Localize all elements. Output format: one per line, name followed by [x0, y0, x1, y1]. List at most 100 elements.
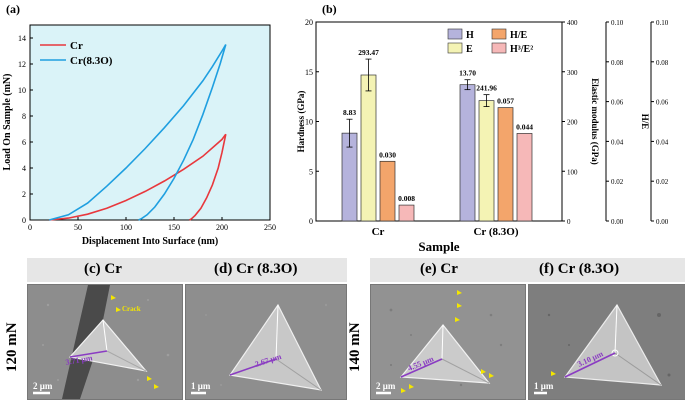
unloading-curve-cr [189, 134, 227, 221]
data-label: 0.008 [398, 194, 415, 203]
load-label-140: 140 mN [347, 322, 363, 372]
tick-label-he: 0.08 [611, 59, 624, 67]
tick-label-he: 0.04 [611, 138, 624, 146]
tick-label-h3e2: 0.00 [656, 218, 669, 226]
scale-label-e: 2 μm [376, 381, 396, 391]
sem-image-d: 2.67 μm 1 μm [185, 284, 347, 400]
data-label: 0.030 [379, 150, 396, 159]
x-axis-label: Sample [418, 239, 459, 254]
y-tick-label: 2 [22, 190, 26, 199]
y-axis-label: Load On Sample (mN) [2, 74, 13, 171]
load-label-120: 120 mN [4, 322, 20, 372]
load-displacement-chart: 0 50 100 150 200 250 0 2 4 6 8 10 12 14 Cr Cr(8.3O) D… [2, 24, 276, 247]
loading-curve-cr [49, 133, 227, 221]
tick-label-h3e2: 0.04 [656, 138, 669, 146]
x-tick-label: 250 [264, 223, 276, 232]
measure-line-e [400, 358, 443, 378]
sem-image-c: Crack 3.71 μm 2 μm [27, 284, 183, 400]
sem-image-f: 3.10 μm 1 μm [528, 284, 685, 400]
bar-H³/E² [398, 204, 415, 222]
tick-label-hardness: 20 [305, 18, 313, 27]
tick-label-he: 0.06 [611, 99, 624, 107]
data-label: 0.057 [497, 97, 514, 106]
tick-label-h3e2: 0.06 [656, 99, 669, 107]
tick-label-hardness: 5 [309, 167, 313, 176]
legend-swatch-e [447, 42, 463, 54]
y-tick-label: 14 [18, 34, 26, 43]
data-label: 0.044 [516, 122, 533, 131]
bar-H/E [497, 107, 514, 222]
data-label: 13.70 [459, 69, 476, 78]
unloading-curve-cr83o [138, 44, 227, 221]
category-label: Cr (8.3O) [473, 226, 518, 238]
crack-label: Crack [122, 305, 141, 313]
measure-line-c [69, 350, 108, 358]
legend-swatch-h [447, 28, 463, 40]
legend-swatch-h3e2 [491, 42, 507, 54]
tick-label-modulus: 400 [567, 19, 578, 27]
legend-label-cr: Cr [70, 40, 83, 52]
loading-curve-cr83o [48, 44, 227, 221]
tick-label-h3e2: 0.02 [656, 178, 669, 186]
measure-line-f [564, 352, 616, 378]
sem-image-e: 4.55 μm 2 μm [370, 284, 526, 400]
y-tick-label: 10 [18, 86, 26, 95]
tick-label-hardness: 0 [309, 217, 313, 226]
axis-label-modulus: Elastic modulus (GPa) [590, 78, 600, 165]
sem-title-e: (e) Cr [420, 261, 458, 277]
legend-label-cr83o: Cr(8.3O) [70, 55, 113, 67]
panel-a-label: (a) [6, 2, 20, 16]
scale-label-d: 1 μm [191, 381, 211, 391]
plot-area [29, 24, 271, 221]
scale-label-c: 2 μm [33, 381, 53, 391]
mechanical-properties-chart: 0 5 10 15 20 Hardness (GPa) 0 100 200 300 400 Elast… [296, 18, 669, 254]
data-label: 293.47 [358, 48, 379, 57]
legend-label-h3e2: H³/E² [510, 44, 533, 55]
y-tick-label: 12 [18, 60, 26, 69]
bar-E [478, 100, 495, 222]
category-label: Cr [372, 226, 385, 238]
x-tick-label: 200 [216, 223, 228, 232]
x-axis-label: Displacement Into Surface (nm) [82, 236, 218, 247]
sem-title-d: (d) Cr (8.3O) [214, 261, 298, 277]
sem-header-120 [27, 258, 347, 282]
legend-label-e: E [466, 44, 473, 55]
y-tick-label: 4 [22, 164, 26, 173]
tick-label-hardness: 10 [305, 118, 313, 127]
bar-H [459, 84, 476, 222]
bar-H/E [379, 160, 396, 222]
legend-label-he: H/E [510, 30, 528, 41]
tick-label-modulus: 100 [567, 168, 578, 176]
bar-E [360, 74, 377, 222]
y-tick-label: 8 [22, 112, 26, 121]
scale-label-f: 1 μm [534, 381, 554, 391]
legend: H H/E E H³/E² [447, 28, 533, 55]
tick-label-he: 0.02 [611, 178, 624, 186]
tick-label-modulus: 300 [567, 69, 578, 77]
x-tick-label: 150 [168, 223, 180, 232]
bar-H³/E² [516, 133, 533, 222]
data-label: 8.83 [343, 108, 356, 117]
tick-label-hardness: 15 [305, 68, 313, 77]
tick-label-modulus: 0 [567, 218, 571, 226]
x-tick-label: 100 [120, 223, 132, 232]
legend: Cr Cr(8.3O) [40, 40, 113, 67]
sem-title-f: (f) Cr (8.3O) [539, 261, 620, 277]
axis-label-hardness: Hardness (GPa) [296, 91, 306, 153]
sem-header-140 [370, 258, 685, 282]
legend-swatch-he [491, 28, 507, 40]
tick-label-he: 0.10 [611, 19, 624, 27]
measure-line-d [229, 358, 277, 376]
axis-label-he: H/E [640, 114, 650, 130]
x-tick-label: 50 [74, 223, 82, 232]
tick-label-modulus: 200 [567, 119, 578, 127]
y-tick-label: 0 [22, 216, 26, 225]
y-tick-label: 6 [22, 138, 26, 147]
panel-b-label: (b) [322, 2, 337, 16]
sem-title-c: (c) Cr [84, 261, 122, 277]
legend-label-h: H [466, 30, 474, 41]
tick-label-he: 0.00 [611, 218, 624, 226]
tick-label-h3e2: 0.10 [656, 19, 669, 27]
data-label: 241.96 [476, 84, 497, 93]
tick-label-h3e2: 0.08 [656, 59, 669, 67]
